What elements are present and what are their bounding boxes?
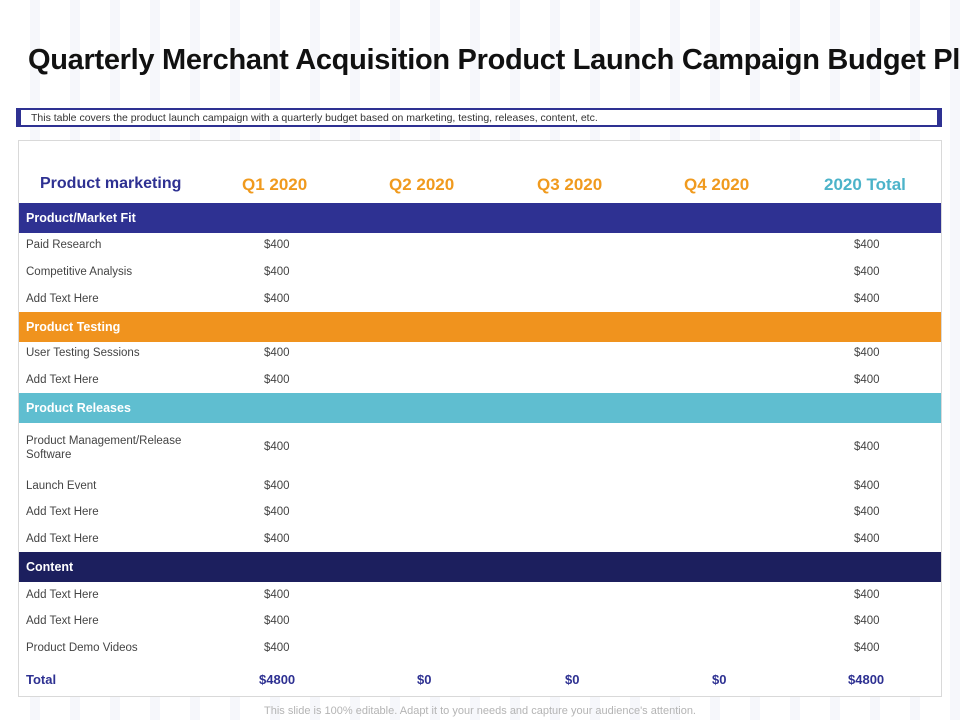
table-total-row: Total $4800 $0 $0 $0 $4800	[19, 672, 941, 690]
table-row: Add Text Here $400 $400	[19, 533, 941, 549]
row-q1: $400	[264, 615, 290, 627]
row-label: Launch Event	[26, 480, 97, 492]
row-total: $400	[854, 480, 880, 492]
header-q4: Q4 2020	[684, 175, 750, 194]
row-q1: $400	[264, 266, 290, 278]
row-total: $400	[854, 615, 880, 627]
row-label: Add Text Here	[26, 615, 99, 627]
section-title: Product Releases	[26, 401, 131, 415]
row-total: $400	[854, 347, 880, 359]
total-q1: $4800	[259, 672, 296, 687]
section-product-market-fit: Product/Market Fit	[19, 203, 941, 233]
row-q1: $400	[264, 642, 290, 654]
header-q1: Q1 2020	[242, 175, 308, 194]
table-row: Product Demo Videos $400 $400	[19, 642, 941, 658]
row-q1: $400	[264, 441, 290, 453]
table-row: Add Text Here $400 $400	[19, 506, 941, 522]
row-q1: $400	[264, 293, 290, 305]
row-total: $400	[854, 642, 880, 654]
table-row: Launch Event $400 $400	[19, 480, 941, 496]
table-row: Product Management/Release Software $400…	[19, 434, 941, 464]
table-row: Add Text Here $400 $400	[19, 293, 941, 309]
total-q2: $0	[417, 672, 432, 687]
row-total: $400	[854, 293, 880, 305]
table-row: Paid Research $400 $400	[19, 239, 941, 255]
row-total: $400	[854, 239, 880, 251]
section-title: Content	[26, 560, 74, 574]
header-2020-total: 2020 Total	[824, 175, 906, 194]
row-q1: $400	[264, 374, 290, 386]
header-q2: Q2 2020	[389, 175, 455, 194]
row-label: Add Text Here	[26, 293, 99, 305]
header-q3: Q3 2020	[537, 175, 603, 194]
section-content: Content	[19, 552, 941, 582]
total-label: Total	[26, 672, 57, 687]
row-total: $400	[854, 374, 880, 386]
row-total: $400	[854, 441, 880, 453]
row-total: $400	[854, 506, 880, 518]
total-2020: $4800	[848, 672, 885, 687]
table-row: User Testing Sessions $400 $400	[19, 347, 941, 363]
slide-title: Quarterly Merchant Acquisition Product L…	[28, 44, 960, 76]
row-q1: $400	[264, 480, 290, 492]
section-product-testing: Product Testing	[19, 312, 941, 342]
description-text: This table covers the product launch cam…	[31, 112, 598, 124]
total-q4: $0	[712, 672, 727, 687]
table-row: Competitive Analysis $400 $400	[19, 266, 941, 282]
row-label: Add Text Here	[26, 374, 99, 386]
table-row: Add Text Here $400 $400	[19, 374, 941, 390]
row-label: Paid Research	[26, 239, 102, 251]
row-q1: $400	[264, 506, 290, 518]
row-label: Add Text Here	[26, 589, 99, 601]
row-label: Competitive Analysis	[26, 266, 133, 278]
description-box: This table covers the product launch cam…	[16, 108, 942, 127]
row-label: Add Text Here	[26, 533, 99, 545]
row-label: Add Text Here	[26, 506, 99, 518]
row-label: Product Demo Videos	[26, 642, 138, 654]
table-row: Add Text Here $400 $400	[19, 589, 941, 605]
table-row: Add Text Here $400 $400	[19, 615, 941, 631]
section-title: Product/Market Fit	[26, 211, 136, 225]
row-q1: $400	[264, 589, 290, 601]
row-q1: $400	[264, 239, 290, 251]
row-label: User Testing Sessions	[26, 347, 140, 359]
row-q1: $400	[264, 533, 290, 545]
row-label: Product Management/Release Software	[26, 435, 182, 461]
header-product-marketing: Product marketing	[40, 175, 182, 192]
section-title: Product Testing	[26, 320, 121, 334]
total-q3: $0	[565, 672, 580, 687]
row-total: $400	[854, 589, 880, 601]
footer-note: This slide is 100% editable. Adapt it to…	[264, 705, 696, 717]
table-header-row: Product marketing Q1 2020 Q2 2020 Q3 202…	[19, 175, 941, 201]
row-q1: $400	[264, 347, 290, 359]
row-total: $400	[854, 266, 880, 278]
row-total: $400	[854, 533, 880, 545]
budget-table: Product marketing Q1 2020 Q2 2020 Q3 202…	[18, 140, 942, 697]
section-product-releases: Product Releases	[19, 393, 941, 423]
